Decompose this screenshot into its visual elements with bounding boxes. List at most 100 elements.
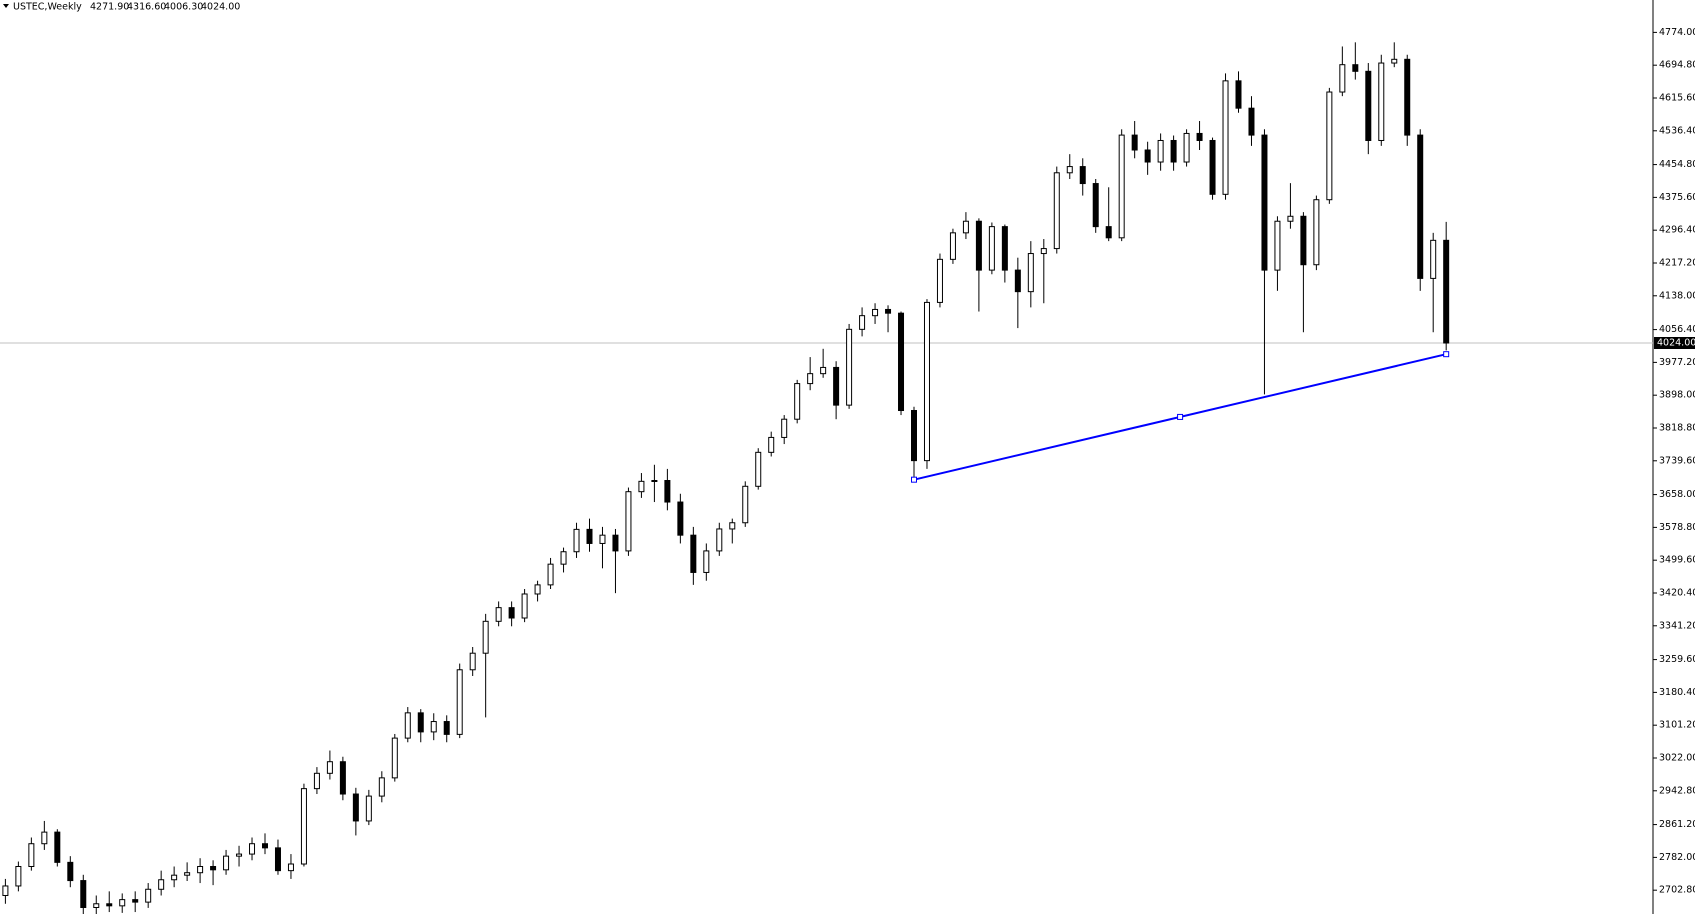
- price-label-box: [1654, 337, 1695, 350]
- candle-body: [1287, 215, 1294, 222]
- candle-body: [2, 885, 9, 896]
- candle-body: [93, 903, 100, 908]
- candle-body: [274, 847, 281, 872]
- candle-body: [287, 863, 294, 872]
- header-low: 4006.30: [164, 2, 203, 13]
- y-tick-label: 3977.20: [1659, 357, 1695, 368]
- candle-body: [80, 880, 87, 908]
- trendline-handle: [911, 476, 917, 483]
- y-tick-label: 4536.40: [1659, 125, 1695, 136]
- candle-body: [988, 226, 995, 271]
- candle-body: [755, 451, 762, 487]
- candle-body: [1040, 248, 1047, 255]
- candle-body: [729, 522, 736, 530]
- candle-body: [936, 258, 943, 303]
- candle-body: [236, 853, 243, 857]
- candle-body: [599, 534, 606, 544]
- y-tick-label: 3180.40: [1659, 687, 1695, 698]
- candle-body: [417, 712, 424, 733]
- candle-body: [586, 528, 593, 544]
- candle-body: [1365, 70, 1372, 141]
- y-tick-label: 4454.80: [1659, 159, 1695, 170]
- y-tick-label: 3898.00: [1659, 390, 1695, 401]
- candle-body: [1274, 220, 1281, 271]
- candle-body: [1144, 149, 1151, 163]
- candle-body: [962, 220, 969, 234]
- candle-body: [1248, 107, 1255, 136]
- y-tick-label: 3101.20: [1659, 720, 1695, 731]
- y-tick-label: 3420.40: [1659, 587, 1695, 598]
- candle-body: [469, 652, 476, 671]
- candle-body: [573, 528, 580, 553]
- candle-body: [1326, 91, 1333, 201]
- y-tick-label: 4375.60: [1659, 192, 1695, 203]
- candle-body: [1404, 58, 1411, 136]
- candle-body: [1118, 134, 1125, 239]
- candle-body: [807, 373, 814, 385]
- header-arrow[interactable]: [3, 4, 9, 8]
- y-tick-label: 4217.20: [1659, 257, 1695, 268]
- candle-body: [1209, 139, 1216, 195]
- candle-body: [132, 899, 139, 903]
- candle-body: [911, 410, 917, 462]
- candle-body: [1157, 139, 1164, 163]
- candle-body: [1378, 62, 1385, 141]
- candle-body: [184, 872, 191, 876]
- y-tick-label: 2702.80: [1659, 885, 1695, 896]
- candle-body: [145, 888, 152, 903]
- candle-body: [521, 593, 528, 619]
- candle-body: [898, 312, 905, 412]
- price-label: 4024.00: [1657, 338, 1695, 349]
- y-tick-label: 4694.80: [1659, 60, 1695, 71]
- y-tick-label: 3022.00: [1659, 752, 1695, 763]
- candle-body: [1261, 134, 1268, 271]
- trendline-handle: [1177, 413, 1184, 420]
- y-tick-label: 2942.80: [1659, 785, 1695, 796]
- candle-body: [1300, 215, 1307, 266]
- candle-body: [106, 903, 113, 907]
- y-tick-label: 2782.00: [1659, 852, 1695, 863]
- candle-body: [482, 620, 489, 654]
- y-tick-label: 4138.00: [1659, 290, 1695, 301]
- header-high: 4316.60: [127, 2, 166, 13]
- candle-body: [1235, 80, 1242, 109]
- candle-body: [651, 480, 658, 483]
- candle-body: [1339, 64, 1346, 93]
- candle-body: [1196, 132, 1203, 141]
- candle-body: [923, 301, 930, 462]
- candle-body: [15, 865, 22, 887]
- candle-body: [1092, 183, 1099, 228]
- candle-body: [1391, 58, 1398, 64]
- candle-body: [223, 855, 230, 871]
- y-tick-label: 4296.40: [1659, 225, 1695, 236]
- candle-body: [794, 383, 801, 420]
- candle-body: [430, 721, 437, 733]
- candle-body: [534, 584, 541, 595]
- candle-body: [703, 550, 710, 573]
- candle-body: [872, 308, 879, 317]
- candle-body: [158, 879, 165, 890]
- candle-body: [1105, 226, 1112, 239]
- candle-body: [547, 563, 554, 586]
- candle-body: [300, 788, 307, 865]
- y-tick-label: 4056.40: [1659, 324, 1695, 335]
- candle-body: [690, 534, 697, 573]
- y-tick-label: 3499.60: [1659, 555, 1695, 566]
- candle-body: [781, 418, 788, 438]
- candle-body: [1222, 80, 1229, 195]
- candle-body: [67, 861, 74, 882]
- candle-body: [1131, 134, 1138, 151]
- candle-body: [768, 436, 775, 453]
- y-tick-label: 4774.00: [1659, 27, 1695, 38]
- candle-body: [1066, 166, 1073, 174]
- candle-body: [625, 491, 632, 552]
- candle-body: [846, 328, 853, 406]
- y-tick-label: 3259.60: [1659, 654, 1695, 665]
- candle-body: [508, 607, 515, 619]
- y-tick-label: 3818.80: [1659, 422, 1695, 433]
- candle-body: [638, 480, 645, 493]
- candle-body: [1079, 166, 1086, 185]
- candle-body: [1417, 134, 1424, 279]
- candle-body: [313, 772, 320, 790]
- candle-body: [833, 366, 840, 406]
